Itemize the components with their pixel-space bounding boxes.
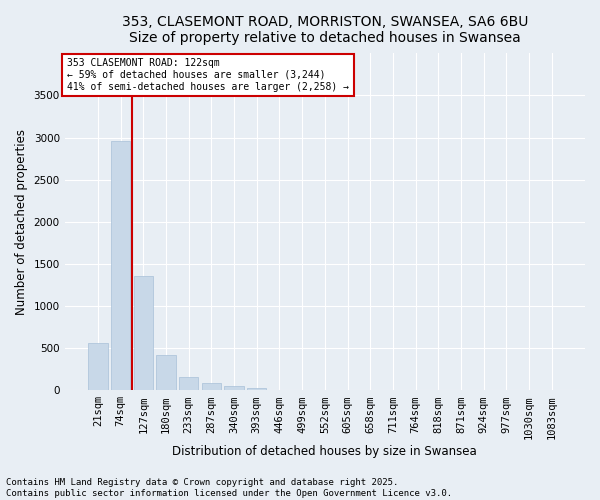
X-axis label: Distribution of detached houses by size in Swansea: Distribution of detached houses by size … <box>172 444 477 458</box>
Bar <box>224 386 244 390</box>
Bar <box>134 276 153 390</box>
Title: 353, CLASEMONT ROAD, MORRISTON, SWANSEA, SA6 6BU
Size of property relative to de: 353, CLASEMONT ROAD, MORRISTON, SWANSEA,… <box>122 15 528 45</box>
Text: 353 CLASEMONT ROAD: 122sqm
← 59% of detached houses are smaller (3,244)
41% of s: 353 CLASEMONT ROAD: 122sqm ← 59% of deta… <box>67 58 349 92</box>
Bar <box>157 355 176 390</box>
Bar <box>247 388 266 390</box>
Bar <box>111 141 130 390</box>
Text: Contains HM Land Registry data © Crown copyright and database right 2025.
Contai: Contains HM Land Registry data © Crown c… <box>6 478 452 498</box>
Bar <box>88 343 107 390</box>
Bar <box>179 377 199 390</box>
Y-axis label: Number of detached properties: Number of detached properties <box>15 129 28 315</box>
Bar <box>202 383 221 390</box>
